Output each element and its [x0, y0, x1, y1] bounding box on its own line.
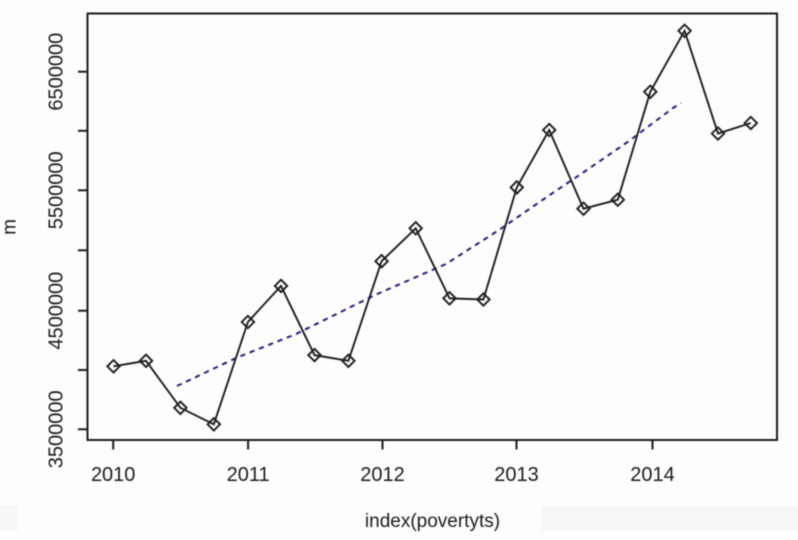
svg-text:2014: 2014 — [630, 464, 675, 486]
svg-text:3500000: 3500000 — [46, 390, 68, 468]
svg-text:5500000: 5500000 — [46, 151, 68, 229]
svg-text:6500000: 6500000 — [46, 33, 68, 111]
svg-text:2012: 2012 — [360, 464, 405, 486]
svg-text:2011: 2011 — [227, 464, 270, 486]
svg-text:m: m — [0, 219, 21, 235]
svg-text:4500000: 4500000 — [46, 272, 68, 350]
svg-text:2013: 2013 — [494, 464, 539, 486]
svg-text:2010: 2010 — [91, 464, 136, 486]
svg-text:index(povertyts): index(povertyts) — [365, 511, 500, 532]
